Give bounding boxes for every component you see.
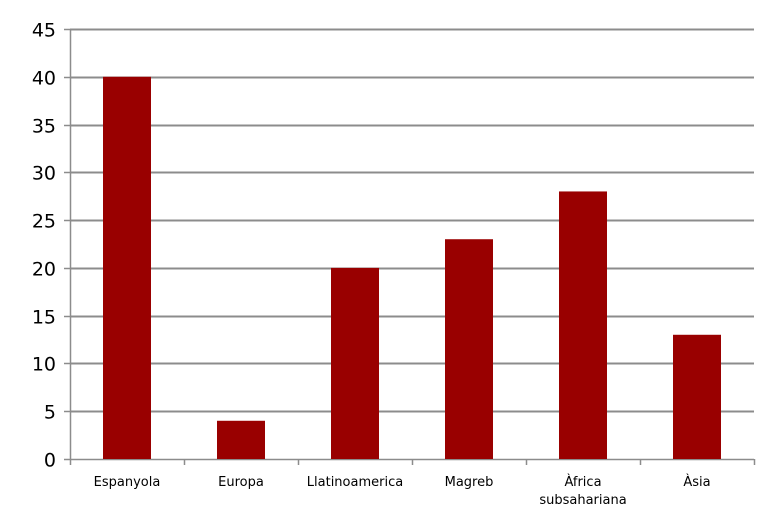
x-tick-labels: Espanyola Europa Llatinoamerica Magreb Àfric… [94, 474, 711, 508]
y-tick-label: 35 [32, 116, 56, 138]
x-tick-label: Llatinoamerica [307, 475, 403, 490]
x-tick-label: Europa [218, 475, 264, 490]
x-tick-label-line: Magreb [445, 475, 494, 490]
bar-llatinoamerica [331, 267, 379, 459]
y-tick-label: 10 [32, 354, 56, 376]
y-tick-label: 45 [32, 20, 56, 42]
bar-magreb [445, 239, 493, 459]
x-tick-label: Àfrica subsahariana [539, 474, 626, 508]
bar-europa [217, 420, 265, 459]
x-tick-label: Magreb [445, 475, 494, 490]
bar-espanyola [103, 76, 151, 460]
grid-lines [70, 28, 754, 413]
y-tick-label: 25 [32, 211, 56, 233]
y-tick-label: 15 [32, 307, 56, 329]
y-tick-label: 40 [32, 68, 56, 90]
x-tick-label-line: Europa [218, 475, 264, 490]
y-tick-labels: 0 5 10 15 20 25 30 35 40 45 [32, 20, 56, 472]
y-tick-label: 0 [44, 450, 56, 472]
x-tick-label-line: Àfrica [564, 474, 601, 490]
x-tick-label-line: Llatinoamerica [307, 475, 403, 490]
bar--sia [673, 334, 721, 459]
x-tick-label: Àsia [683, 474, 710, 490]
x-tick-label-line: Espanyola [94, 475, 161, 490]
axes [64, 28, 756, 465]
x-tick-label-line: Àsia [683, 474, 710, 490]
y-tick-label: 30 [32, 163, 56, 185]
y-tick-label: 5 [44, 402, 56, 424]
x-tick-label: Espanyola [94, 475, 161, 490]
y-tick-label: 20 [32, 259, 56, 281]
bars [103, 76, 721, 460]
bar--frica-subsahariana [559, 191, 607, 459]
x-tick-label-line: subsahariana [539, 493, 626, 508]
